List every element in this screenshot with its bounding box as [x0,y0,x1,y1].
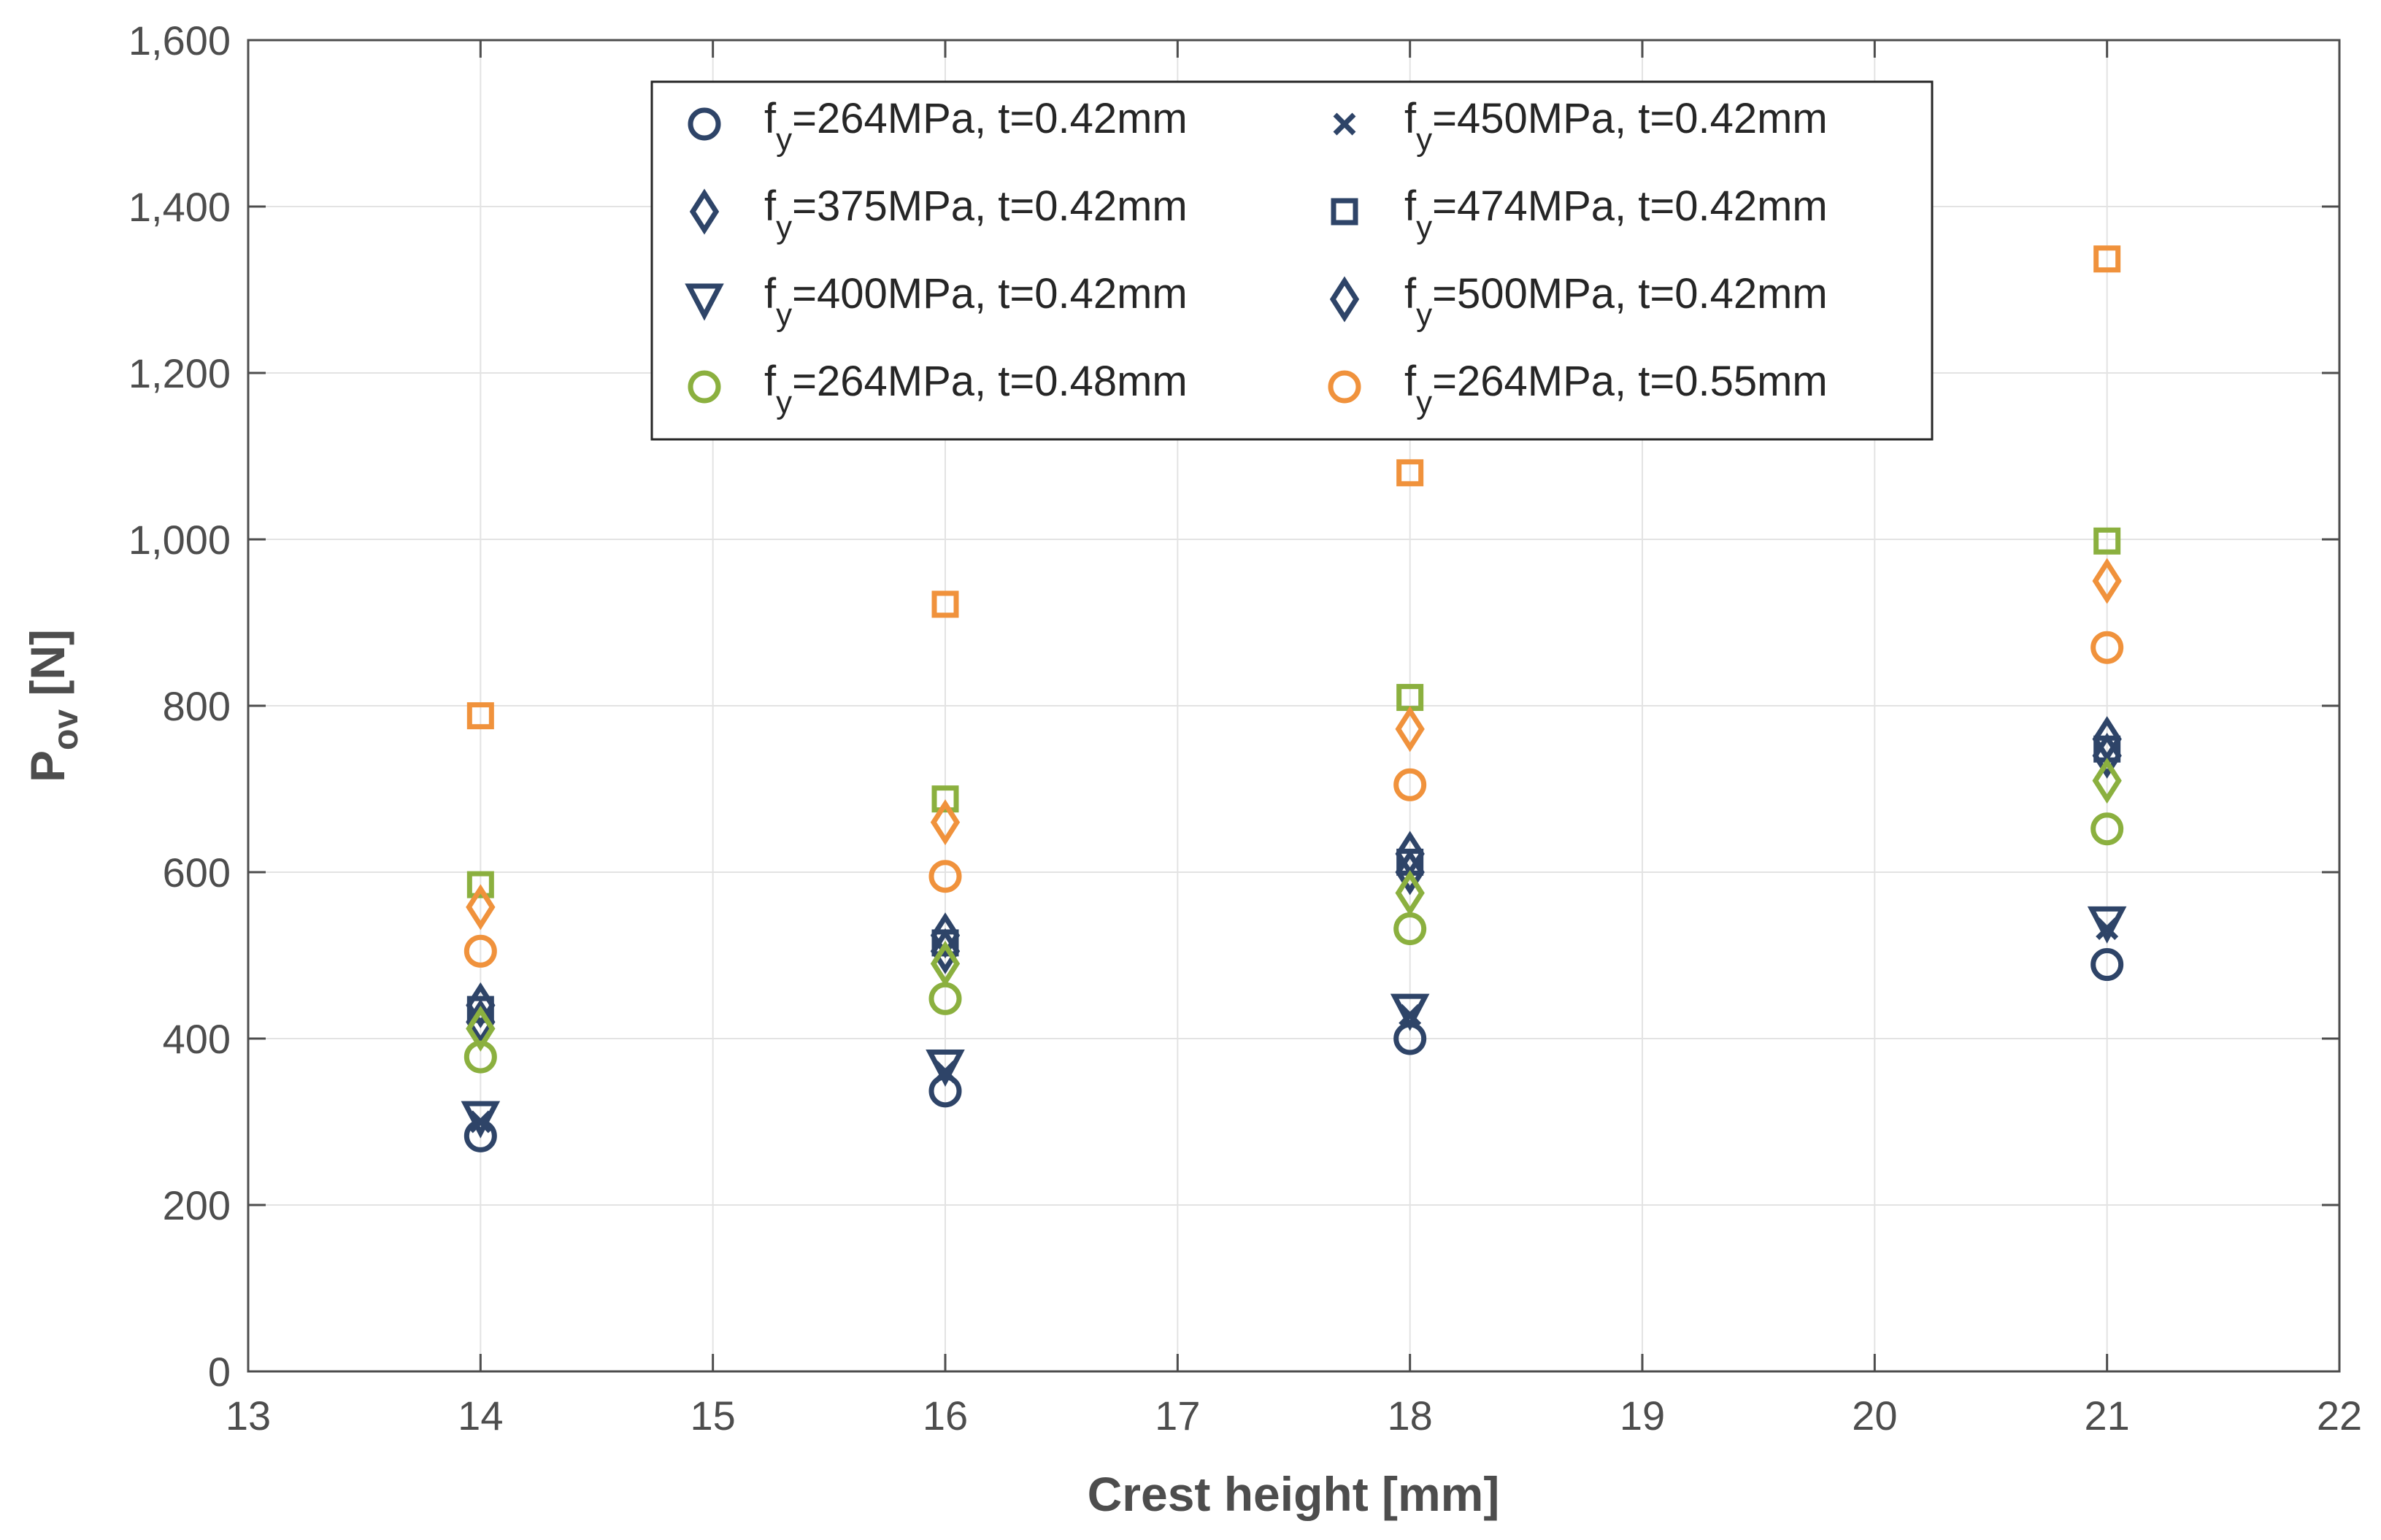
data-point-series-7-circle [928,860,962,893]
data-point-series-7-circle [1393,768,1427,801]
y-tick-label: 0 [208,1349,231,1395]
x-tick-label: 13 [226,1393,271,1439]
legend-label-subscript: y [1416,122,1432,158]
y-tick-label: 600 [163,850,231,896]
x-tick-label: 22 [2317,1393,2362,1439]
data-point-series-0-circle [2090,948,2124,982]
y-tick-label: 200 [163,1182,231,1228]
legend-label-rest: =375MPa, t=0.42mm [792,182,1188,230]
x-tick-label: 20 [1852,1393,1897,1439]
legend-marker-circle [688,107,721,141]
legend-label-subscript: y [1416,209,1432,245]
legend-label-f: f [764,270,777,317]
x-tick-label: 19 [1620,1393,1665,1439]
data-point-series-10-diamond [1395,706,1425,752]
axis-ticks: 13 14 15 16 17 18 19 20 21 22 0 200 400 600 800 1,000 1,… [128,18,2362,1439]
data-point-series-9-square [2093,527,2121,555]
data-point-series-5-diamond [2092,716,2122,763]
legend-label-subscript: y [776,297,792,333]
data-point-series-5-diamond [930,912,961,959]
legend: fy=264MPa, t=0.42mm fy=450MPa, t=0.42mmfy… [650,80,1934,441]
legend-box [650,80,1934,441]
data-point-series-8-diamond [930,940,961,987]
data-point-series-4-triangle-down [926,1049,965,1087]
y-axis-label-main: P [20,750,74,782]
x-axis-label: Crest height [mm] [1088,1467,1500,1521]
legend-label-subscript: y [776,209,792,245]
data-point-series-7-circle [463,934,497,968]
legend-marker-diamond [1329,276,1360,323]
legend-label-subscript: y [1416,297,1432,333]
data-point-series-2-diamond [1395,849,1425,896]
legend-label-rest: =450MPa, t=0.42mm [1432,95,1828,142]
y-tick-label: 400 [163,1016,231,1062]
x-tick-label: 15 [691,1393,736,1439]
y-axis-label: Pov [N] [20,629,85,782]
data-point-series-11-square [1396,459,1424,487]
y-tick-label: 1,400 [128,184,231,230]
x-tick-label: 18 [1388,1393,1433,1439]
data-point-series-9-square [466,871,494,898]
data-point-series-9-square [931,785,959,813]
legend-marker-circle [1328,370,1361,404]
data-point-series-4-triangle-down [2087,906,2127,944]
legend-label-rest: =264MPa, t=0.48mm [792,358,1188,405]
legend-entry-label: fy=264MPa, t=0.42mm [764,95,1188,158]
data-point-series-8-diamond [2092,758,2122,804]
data-point-series-10-diamond [2092,558,2122,604]
legend-marker-circle [688,370,721,404]
legend-label-rest: =474MPa, t=0.42mm [1432,182,1828,230]
legend-label-subscript: y [1416,385,1432,420]
y-axis-label-subscript: ov [47,709,85,750]
data-point-series-8-diamond [466,1005,496,1052]
data-point-series-6-circle [2090,812,2124,846]
legend-marker-x [1333,112,1356,136]
data-point-series-11-square [2093,245,2121,273]
legend-label-f: f [1404,270,1417,317]
data-point-series-11-square [466,702,494,730]
data-point-series-4-triangle-down [1390,993,1430,1031]
y-tick-label: 1,200 [128,350,231,396]
legend-marker-diamond [689,188,720,235]
legend-marker-triangle-down [685,283,724,321]
legend-label-f: f [764,182,777,230]
legend-entry-label: fy=375MPa, t=0.42mm [764,182,1188,245]
legend-label-subscript: y [776,385,792,420]
data-point-series-4-triangle-down [461,1101,501,1139]
x-tick-label: 14 [458,1393,503,1439]
legend-label-f: f [764,358,777,405]
legend-marker-square [1331,198,1358,226]
data-markers [461,245,2127,1152]
data-point-series-10-diamond [930,799,961,846]
legend-label-rest: =400MPa, t=0.42mm [792,270,1188,317]
y-tick-label: 1,000 [128,517,231,563]
legend-label-f: f [764,95,777,142]
data-point-series-5-diamond [466,982,496,1028]
x-tick-label: 17 [1155,1393,1200,1439]
legend-entry-label: fy=500MPa, t=0.42mm [1404,270,1828,333]
legend-entry-label: fy=264MPa, t=0.55mm [1404,358,1828,420]
legend-entry-label: fy=450MPa, t=0.42mm [1404,95,1828,158]
legend-entry-label: fy=474MPa, t=0.42mm [1404,182,1828,245]
legend-entry-label: fy=400MPa, t=0.42mm [764,270,1188,333]
legend-label-f: f [1404,182,1417,230]
data-point-series-8-diamond [1395,870,1425,916]
legend-label-f: f [1404,95,1417,142]
legend-entry-label: fy=264MPa, t=0.48mm [764,358,1188,420]
data-point-series-11-square [931,590,959,618]
legend-label-f: f [1404,358,1417,405]
legend-label-rest: =500MPa, t=0.42mm [1432,270,1828,317]
data-point-series-7-circle [2090,631,2124,664]
legend-label-rest: =264MPa, t=0.55mm [1432,358,1828,405]
legend-label-rest: =264MPa, t=0.42mm [792,95,1188,142]
x-tick-label: 21 [2085,1393,2130,1439]
data-point-series-10-diamond [466,884,496,931]
y-tick-label: 800 [163,683,231,729]
legend-label-subscript: y [776,122,792,158]
y-axis-label-unit: [N] [20,629,74,709]
x-tick-label: 16 [923,1393,968,1439]
y-tick-label: 1,600 [128,18,231,63]
